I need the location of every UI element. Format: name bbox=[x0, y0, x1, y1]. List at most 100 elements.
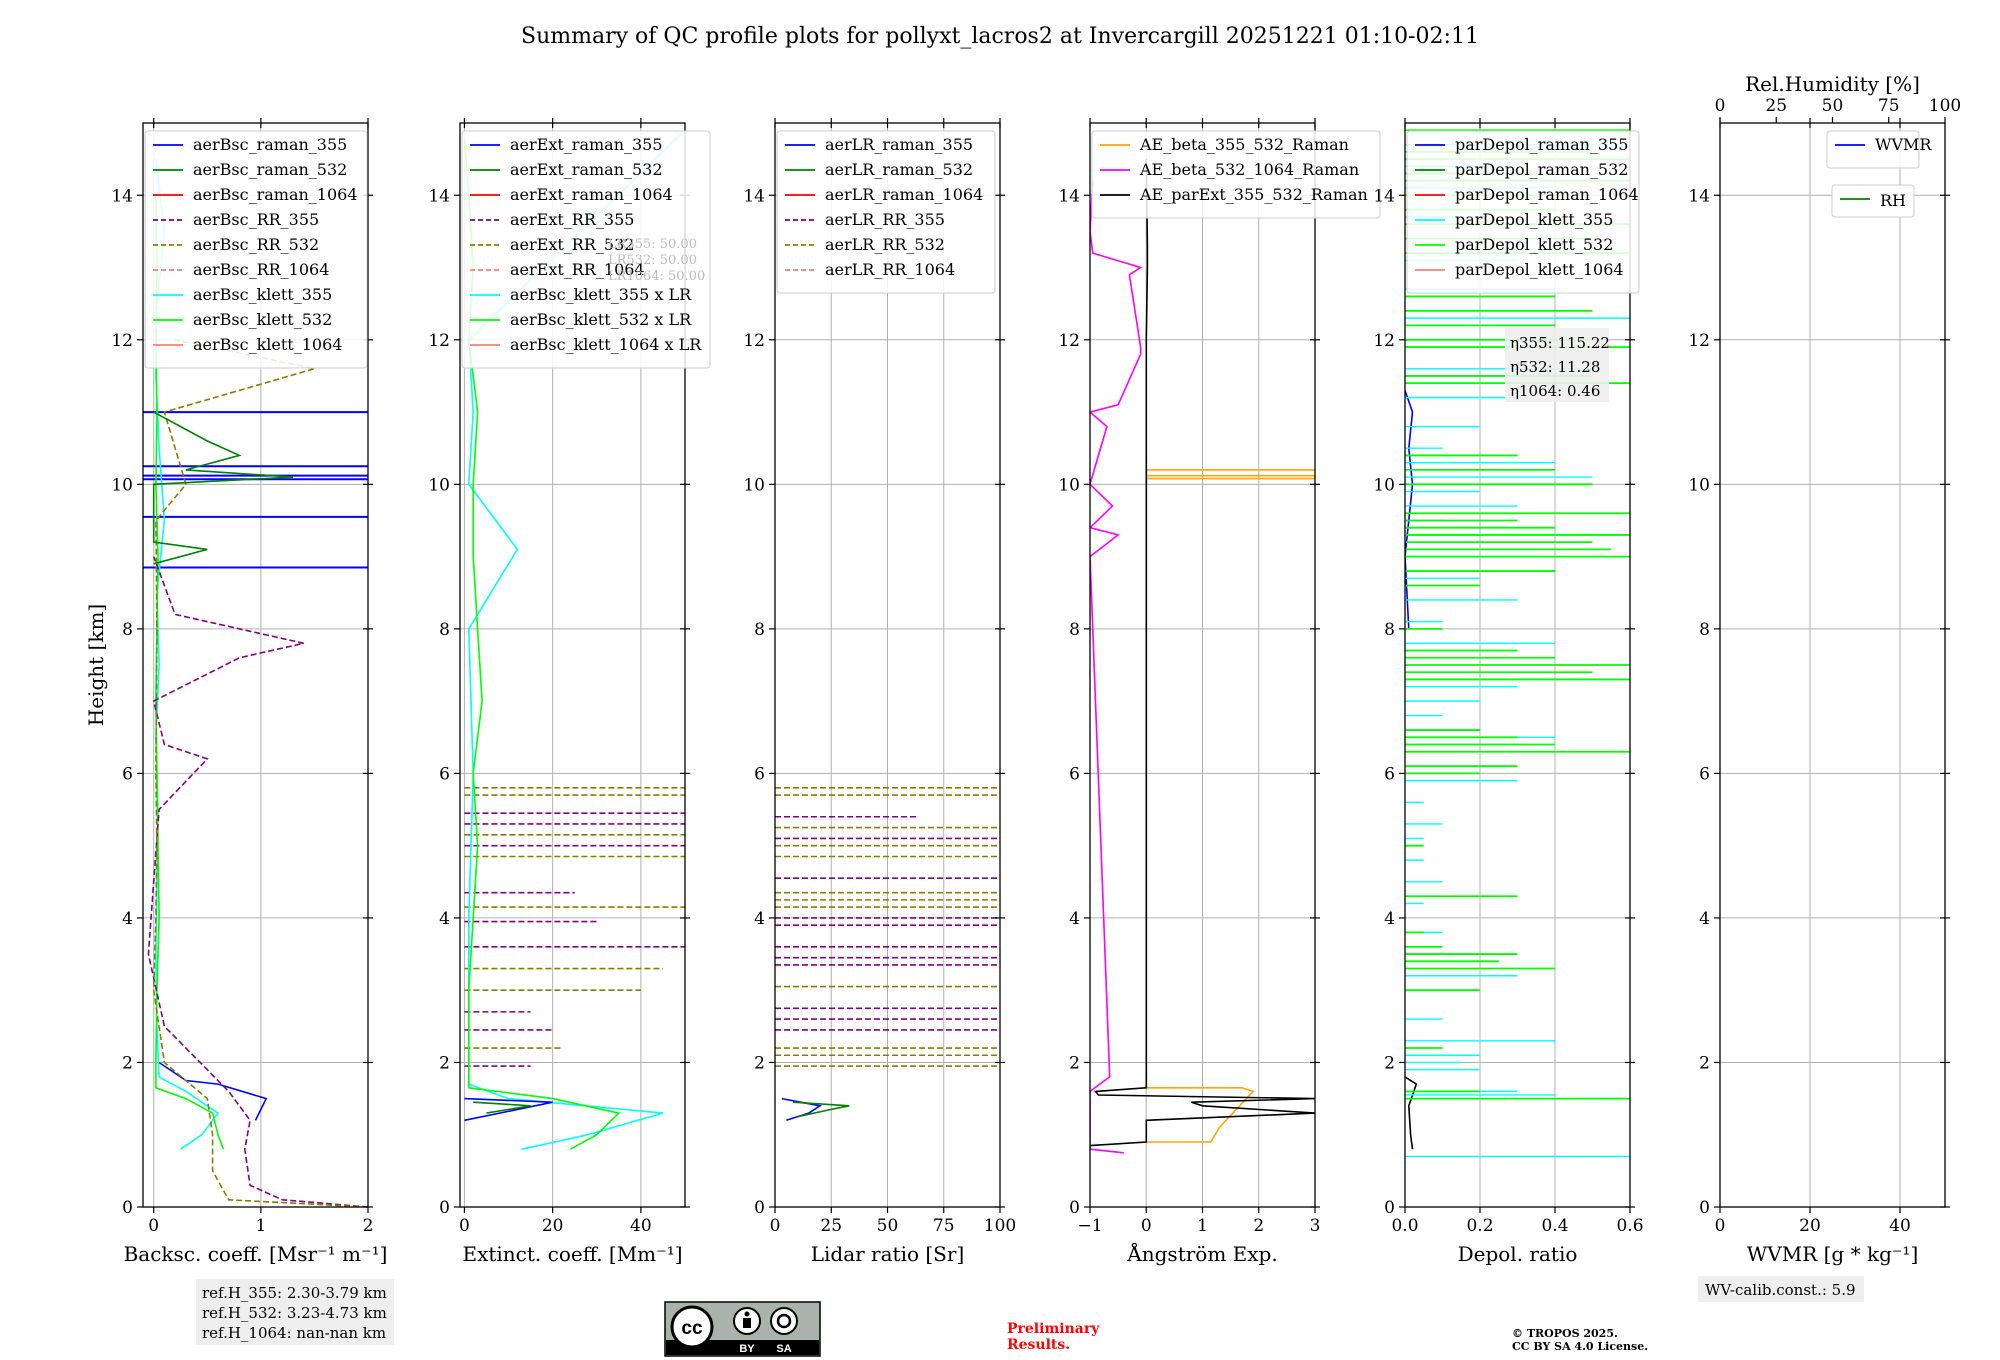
legend-entry: AE_parExt_355_532_Raman bbox=[1139, 185, 1368, 204]
wv-calib-const: WV-calib.const.: 5.9 bbox=[1705, 1281, 1856, 1299]
y-tick-label: 8 bbox=[1069, 620, 1080, 640]
sa-icon bbox=[770, 1307, 798, 1335]
x-tick-label: 100 bbox=[984, 1216, 1016, 1236]
series-line-aerBsc_RR_532 bbox=[152, 339, 368, 1207]
cc-license-badge: cc BY SA bbox=[664, 1301, 821, 1357]
legend-entry: aerBsc_RR_1064 bbox=[193, 260, 329, 279]
legend-entry: AE_beta_532_1064_Raman bbox=[1139, 160, 1359, 179]
y-tick-label: 10 bbox=[1373, 475, 1395, 495]
y-tick-label: 14 bbox=[1688, 186, 1710, 206]
y-tick-label: 0 bbox=[1384, 1198, 1395, 1218]
series-line-aerBsc_klett_355 x LR bbox=[467, 129, 685, 1150]
series-line-aerBsc_raman_355 bbox=[158, 1061, 268, 1121]
axes-frame bbox=[1719, 122, 1946, 1208]
y-tick-label: 10 bbox=[1688, 475, 1710, 495]
y-axis-label: Height [km] bbox=[84, 604, 108, 726]
x-tick-label: 0.0 bbox=[1391, 1216, 1418, 1236]
plot-area bbox=[1090, 159, 1315, 1154]
x-tick-label: 2 bbox=[363, 1216, 374, 1236]
legend-box bbox=[461, 130, 711, 369]
ref-height-355: ref.H_355: 2.30-3.79 km bbox=[202, 1284, 387, 1302]
y-tick-label: 10 bbox=[428, 475, 450, 495]
x-axis-label: Ångström Exp. bbox=[1126, 1241, 1277, 1266]
by-label: BY bbox=[739, 1343, 755, 1355]
plot-area bbox=[143, 159, 368, 1207]
panel-depol: 0 2 4 6 8 10 12 14 0.0 0.2 0.4 0.6 Depol. ratio parDe… bbox=[1373, 118, 1644, 1266]
axes-frame bbox=[1404, 122, 1631, 1208]
lr-label: LR355: 50.00 bbox=[608, 237, 697, 252]
y-tick-label: 12 bbox=[428, 331, 450, 351]
y-tick-label: 4 bbox=[1699, 909, 1710, 929]
y-tick-label: 4 bbox=[1069, 909, 1080, 929]
y-tick-label: 10 bbox=[743, 475, 765, 495]
y-tick-label: 12 bbox=[1058, 331, 1080, 351]
cc-icon bbox=[670, 1305, 714, 1349]
x-tick-label: 40 bbox=[1889, 1216, 1911, 1236]
panel-extinction: 0 2 4 6 8 10 12 14 0 20 40 Extinct. coeff. [Mm⁻¹] ae… bbox=[428, 118, 711, 1266]
legend-entry: aerExt_RR_1064 bbox=[510, 260, 645, 279]
legend-entry: aerLR_raman_355 bbox=[825, 135, 973, 154]
y-tick-label: 14 bbox=[1058, 186, 1080, 206]
y-tick-label: 14 bbox=[1373, 186, 1395, 206]
y-tick-label: 10 bbox=[1058, 475, 1080, 495]
copyright-line-2: CC BY SA 4.0 License. bbox=[1512, 1340, 1648, 1353]
y-tick-label: 2 bbox=[754, 1053, 765, 1073]
y-tick-label: 6 bbox=[1384, 764, 1395, 784]
y-tick-label: 2 bbox=[1699, 1053, 1710, 1073]
legend-entry: WVMR bbox=[1875, 135, 1932, 154]
legend-entry: aerBsc_raman_355 bbox=[193, 135, 347, 154]
y-tick-label: 6 bbox=[754, 764, 765, 784]
top-x-tick-label: 100 bbox=[1929, 96, 1961, 116]
legend-entry: aerExt_RR_532 bbox=[510, 235, 634, 254]
x-tick-label: 0 bbox=[148, 1216, 159, 1236]
y-tick-label: 12 bbox=[1373, 331, 1395, 351]
y-tick-label: 4 bbox=[754, 909, 765, 929]
legend-entry: aerExt_raman_532 bbox=[510, 160, 663, 179]
series-line-aerExt_raman_355 bbox=[464, 1097, 553, 1122]
y-tick-label: 12 bbox=[111, 331, 133, 351]
legend-entry: aerLR_RR_1064 bbox=[825, 260, 955, 279]
legend-entry: aerLR_raman_1064 bbox=[825, 185, 983, 204]
legend-entry: aerBsc_raman_1064 bbox=[193, 185, 358, 204]
series-line-AE_beta_355_532_Raman bbox=[1145, 469, 1315, 1143]
legend-entry: aerBsc_klett_1064 bbox=[193, 335, 342, 354]
legend-entry: aerLR_raman_532 bbox=[825, 160, 973, 179]
preliminary-label-1: Preliminary bbox=[1007, 1321, 1100, 1337]
legend-entry: aerBsc_klett_532 bbox=[193, 310, 332, 329]
y-tick-label: 6 bbox=[122, 764, 133, 784]
top-x-tick-label: 50 bbox=[1822, 96, 1844, 116]
x-tick-label: 0.2 bbox=[1466, 1216, 1493, 1236]
x-tick-label: 0.6 bbox=[1616, 1216, 1643, 1236]
legend-entry: aerBsc_klett_355 bbox=[193, 285, 332, 304]
y-tick-label: 8 bbox=[439, 620, 450, 640]
top-x-tick-label: 75 bbox=[1878, 96, 1900, 116]
legend-entry: aerLR_RR_532 bbox=[825, 235, 945, 254]
series-line-aerLR_raman_355 bbox=[781, 1097, 823, 1122]
y-tick-label: 4 bbox=[1384, 909, 1395, 929]
axes-frame bbox=[459, 122, 686, 1208]
x-tick-label: 50 bbox=[877, 1216, 899, 1236]
series-line-AE_parExt_355_532_Raman bbox=[1090, 159, 1315, 1147]
x-tick-label: 0 bbox=[459, 1216, 470, 1236]
x-tick-label: 0 bbox=[1715, 1216, 1726, 1236]
x-axis-label: Backsc. coeff. [Msr⁻¹ m⁻¹] bbox=[124, 1242, 388, 1266]
wv-calib-box: WV-calib.const.: 5.9 bbox=[1698, 1276, 1864, 1302]
y-tick-label: 6 bbox=[439, 764, 450, 784]
x-axis-label: WVMR [g * kg⁻¹] bbox=[1747, 1242, 1919, 1266]
series-line-parDepol_raman_355 bbox=[1405, 1076, 1418, 1150]
x-tick-label: 0 bbox=[770, 1216, 781, 1236]
legend-box bbox=[144, 130, 368, 369]
y-tick-label: 12 bbox=[743, 331, 765, 351]
x-tick-label: 2 bbox=[1253, 1216, 1264, 1236]
y-tick-label: 8 bbox=[754, 620, 765, 640]
top-x-tick-label: 0 bbox=[1715, 96, 1726, 116]
y-tick-label: 0 bbox=[1069, 1198, 1080, 1218]
x-tick-label: 75 bbox=[933, 1216, 955, 1236]
legend-entry: parDepol_raman_1064 bbox=[1455, 185, 1639, 204]
series-line-aerBsc_klett_532 bbox=[155, 195, 225, 1150]
legend2-entry: RH bbox=[1880, 191, 1906, 210]
legend-entry: aerLR_RR_355 bbox=[825, 210, 945, 229]
y-tick-label: 12 bbox=[1688, 331, 1710, 351]
eta-label: η355: 115.22 bbox=[1510, 334, 1610, 352]
